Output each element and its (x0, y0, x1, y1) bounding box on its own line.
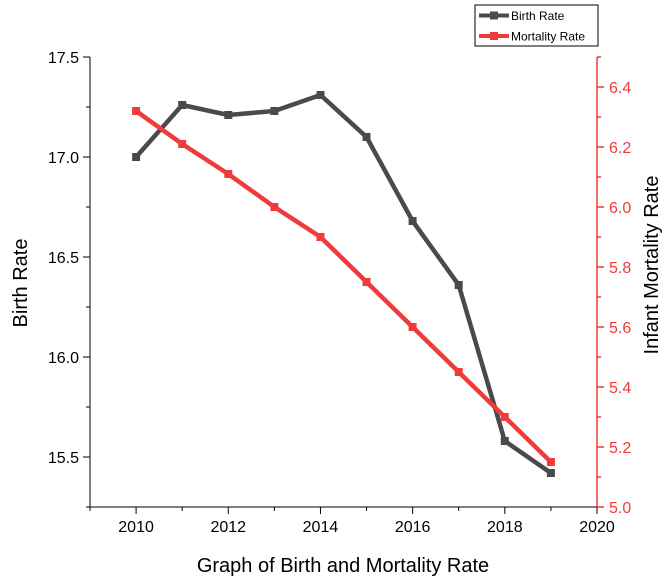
x-tick-label: 2018 (487, 519, 523, 536)
data-point-mortality-rate (178, 140, 187, 148)
y-left-tick-label: 17.5 (48, 50, 79, 67)
data-point-mortality-rate (500, 413, 509, 421)
data-point-birth-rate (408, 217, 417, 225)
series-layer (132, 91, 555, 477)
data-point-birth-rate (132, 153, 141, 161)
y-right-tick-label: 5.4 (609, 380, 631, 397)
data-point-birth-rate (546, 469, 555, 477)
y-left-tick-label: 16.5 (48, 250, 79, 267)
data-point-birth-rate (270, 107, 279, 115)
data-point-birth-rate (178, 101, 187, 109)
y-axis-left-title: Birth Rate (10, 239, 32, 328)
data-point-birth-rate (362, 133, 371, 141)
data-point-mortality-rate (132, 107, 141, 115)
x-tick-label: 2014 (303, 519, 339, 536)
x-axis-title: Graph of Birth and Mortality Rate (197, 555, 489, 577)
data-point-mortality-rate (408, 323, 417, 331)
x-tick-label: 2016 (395, 519, 431, 536)
x-tick-label: 2012 (210, 519, 246, 536)
data-point-birth-rate (224, 111, 233, 119)
data-point-mortality-rate (316, 233, 325, 241)
data-point-mortality-rate (546, 458, 555, 466)
legend-label-birth-rate: Birth Rate (511, 9, 565, 23)
data-point-mortality-rate (224, 170, 233, 178)
data-point-mortality-rate (270, 203, 279, 211)
data-point-birth-rate (500, 437, 509, 445)
series-line-mortality-rate (134, 109, 553, 464)
legend: Birth Rate Mortality Rate (474, 4, 599, 47)
y-left-tick-label: 16.0 (48, 350, 79, 367)
x-tick-label: 2020 (579, 519, 615, 536)
data-point-birth-rate (316, 91, 325, 99)
legend-marker-mortality-rate (490, 32, 498, 40)
y-right-tick-label: 5.2 (609, 440, 631, 457)
y-right-tick-label: 5.0 (609, 500, 631, 517)
x-axis: 2010 2012 2014 2016 2018 2020 (89, 507, 615, 536)
data-point-birth-rate (454, 281, 463, 289)
plot-frame (89, 57, 598, 508)
y-right-tick-label: 6.4 (609, 80, 631, 97)
legend-marker-birth-rate (490, 11, 498, 20)
y-axis-left: 15.5 16.0 16.5 17.0 17.5 (48, 50, 90, 508)
y-right-tick-label: 5.6 (609, 320, 631, 337)
data-point-mortality-rate (362, 278, 371, 286)
y-right-tick-label: 6.0 (609, 200, 631, 217)
data-point-mortality-rate (454, 368, 463, 376)
y-right-tick-label: 6.2 (609, 140, 631, 157)
y-left-tick-label: 17.0 (48, 150, 79, 167)
legend-label-mortality-rate: Mortality Rate (511, 30, 585, 44)
series-line-birth-rate (134, 92, 553, 475)
y-axis-right-title: Infant Mortality Rate (641, 176, 663, 355)
y-left-tick-label: 15.5 (48, 450, 79, 467)
x-tick-label: 2010 (118, 519, 154, 536)
y-axis-right: 5.0 5.2 5.4 5.6 5.8 6.0 6.2 6.4 (597, 56, 631, 517)
y-right-tick-label: 5.8 (609, 260, 631, 277)
